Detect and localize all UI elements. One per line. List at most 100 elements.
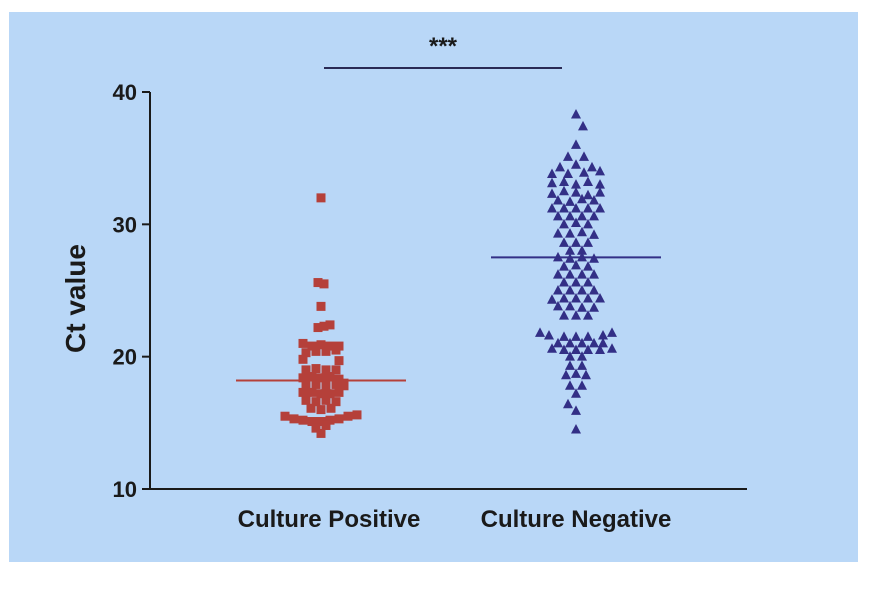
culture-positive-point	[316, 193, 326, 203]
culture-negative-point	[583, 189, 593, 200]
y-tick-label: 30	[113, 212, 137, 237]
culture-negative-point	[555, 161, 565, 172]
culture-negative-point	[553, 228, 563, 238]
culture-negative-point	[571, 237, 581, 247]
culture-positive-point	[325, 341, 335, 351]
culture-positive-point	[306, 403, 316, 413]
culture-negative-point	[565, 360, 575, 370]
culture-positive-point	[325, 372, 335, 382]
culture-negative-point	[565, 210, 575, 221]
y-ticks: 10 20 30 40	[113, 80, 150, 502]
culture-negative-point	[583, 310, 593, 320]
culture-negative-point	[589, 195, 599, 205]
culture-negative-point	[571, 259, 581, 270]
culture-positive-point	[325, 415, 335, 425]
culture-negative-point	[583, 237, 593, 247]
culture-positive-point	[307, 341, 317, 351]
culture-negative-point	[563, 398, 573, 409]
data-points	[280, 108, 617, 438]
culture-negative-point	[589, 302, 599, 312]
culture-negative-point	[559, 185, 569, 196]
culture-negative-point	[571, 202, 581, 213]
culture-negative-point	[571, 423, 581, 434]
culture-negative-point	[589, 229, 599, 239]
culture-negative-point	[577, 360, 587, 370]
culture-positive-point	[334, 356, 344, 366]
culture-negative-point	[553, 300, 563, 311]
y-tick-label: 10	[113, 477, 137, 502]
culture-negative-point	[577, 193, 587, 204]
culture-negative-point	[559, 218, 569, 229]
culture-negative-point	[595, 165, 605, 176]
culture-negative-point	[571, 277, 581, 287]
culture-negative-point	[571, 139, 581, 149]
culture-negative-point	[553, 285, 563, 295]
culture-negative-point	[535, 327, 545, 337]
culture-negative-point	[571, 388, 581, 398]
culture-negative-point	[589, 337, 599, 348]
culture-negative-point	[559, 344, 569, 355]
culture-positive-point	[298, 373, 308, 383]
culture-negative-point	[559, 176, 569, 186]
culture-negative-point	[563, 168, 573, 179]
culture-negative-point	[598, 337, 608, 348]
culture-negative-point	[595, 187, 605, 197]
chart-panel: 10 20 30 40 *** Ct value Culture Positive C…	[9, 12, 858, 562]
culture-negative-point	[547, 177, 557, 188]
culture-positive-point	[301, 395, 311, 405]
culture-negative-point	[583, 292, 593, 303]
y-tick-label: 20	[113, 345, 137, 370]
culture-positive-point	[311, 346, 321, 356]
culture-negative-point	[561, 369, 571, 380]
scatter-chart: 10 20 30 40 *** Ct value Culture Positive C…	[60, 33, 747, 533]
culture-positive-point	[316, 373, 326, 383]
culture-negative-point	[589, 269, 599, 279]
culture-negative-point	[577, 245, 587, 255]
culture-positive-point	[298, 387, 308, 397]
culture-negative-point	[577, 337, 587, 348]
culture-negative-point	[571, 292, 581, 303]
culture-negative-point	[553, 195, 563, 205]
culture-negative-point	[553, 210, 563, 221]
culture-positive-point	[311, 423, 321, 433]
culture-positive-point	[280, 411, 290, 421]
culture-negative-point	[589, 210, 599, 221]
culture-negative-point	[577, 351, 587, 361]
culture-positive-point	[326, 403, 336, 413]
culture-negative-point	[583, 331, 593, 341]
culture-negative-point	[565, 269, 575, 279]
culture-negative-point	[563, 151, 573, 161]
culture-positive-point	[352, 410, 362, 420]
culture-positive-point	[301, 379, 311, 389]
culture-negative-point	[578, 120, 588, 131]
culture-negative-point	[559, 237, 569, 247]
culture-positive-point	[331, 345, 341, 355]
culture-negative-point	[547, 202, 557, 213]
culture-positive-point	[311, 379, 321, 389]
median-lines	[236, 256, 661, 382]
culture-negative-point	[547, 188, 557, 198]
culture-positive-point	[343, 411, 353, 421]
culture-positive-point	[334, 414, 344, 424]
culture-negative-point	[579, 151, 589, 161]
culture-positive-point	[331, 379, 341, 389]
culture-negative-point	[547, 294, 557, 304]
culture-negative-point	[559, 310, 569, 320]
culture-negative-point	[583, 218, 593, 229]
culture-negative-point	[571, 344, 581, 355]
culture-negative-point	[571, 368, 581, 378]
culture-negative-point	[559, 292, 569, 303]
culture-positive-point	[334, 387, 344, 397]
culture-negative-point	[607, 327, 617, 337]
culture-negative-point	[577, 302, 587, 312]
culture-positive-point	[331, 397, 341, 407]
culture-negative-point	[571, 159, 581, 169]
culture-positive-point	[313, 278, 323, 288]
culture-positive-point	[316, 428, 326, 438]
culture-positive-point	[321, 365, 331, 375]
culture-positive-point	[316, 340, 326, 350]
culture-negative-point	[544, 329, 554, 340]
culture-negative-point	[583, 261, 593, 271]
culture-negative-point	[583, 344, 593, 355]
culture-negative-point	[577, 226, 587, 237]
